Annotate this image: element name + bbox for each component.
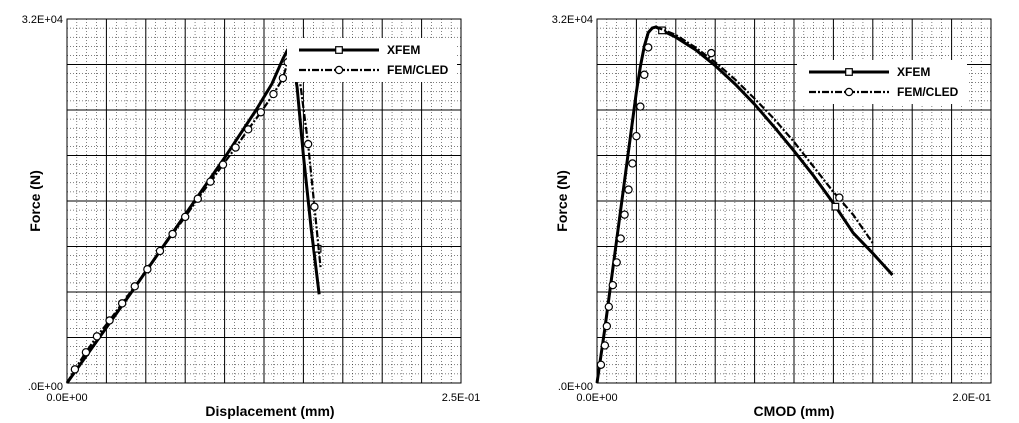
legend-box	[797, 60, 967, 104]
legend-label: FEM/CLED	[897, 85, 959, 99]
legend-box	[287, 38, 457, 82]
data-point-circle	[143, 265, 152, 274]
data-point-circle	[640, 70, 649, 79]
data-point-circle	[620, 210, 629, 219]
y-tick-label-max: 3.2E+04	[22, 14, 63, 26]
data-point-circle	[256, 108, 266, 117]
legend: XFEM FEM/CLED	[797, 60, 967, 104]
data-point-circle	[612, 258, 621, 267]
legend-label: XFEM	[897, 65, 930, 79]
data-point-circle	[628, 159, 637, 168]
legend-marker-square	[845, 68, 853, 76]
data-point-circle	[193, 194, 203, 203]
chart-cmod: XFEM FEM/CLED 3.2E+04 .0E+00 0.0E+00 2.0E…	[552, 14, 992, 419]
plot-area-border	[596, 18, 992, 384]
plot-area-border	[66, 18, 462, 384]
data-point-circle	[244, 125, 253, 134]
data-point-circle	[92, 332, 102, 341]
y-axis-label: Force (N)	[554, 170, 570, 231]
y-tick-label-min: .0E+00	[28, 381, 63, 393]
data-point-circle	[168, 229, 177, 239]
x-axis-label: Displacement (mm)	[205, 403, 334, 419]
x-tick-label-min: 0.0E+00	[576, 392, 617, 404]
data-point-circle	[624, 185, 633, 194]
data-point-circle	[206, 177, 215, 186]
x-tick-label-max: 2.5E-01	[442, 392, 481, 404]
data-point-circle	[130, 282, 139, 291]
data-point-circle	[604, 302, 614, 311]
data-point-circle	[231, 143, 240, 152]
x-axis-label: CMOD (mm)	[754, 403, 835, 419]
series-line-fem-cled	[595, 25, 874, 384]
data-point-circle	[310, 202, 319, 211]
series-layer	[595, 25, 894, 384]
data-point-circle	[632, 131, 641, 141]
data-point-circle	[278, 73, 288, 83]
data-point-circle	[600, 341, 610, 350]
x-tick-label-max: 2.0E-01	[952, 392, 991, 404]
data-point-circle	[608, 280, 617, 290]
data-point-circle	[644, 43, 653, 52]
data-point-circle	[117, 299, 127, 308]
legend-marker-circle	[334, 65, 344, 75]
chart-displacement: XFEM FEM/CLED 3.2E+04 .0E+00 0.0E+00 2.5E…	[22, 14, 481, 419]
legend-label: XFEM	[387, 43, 420, 57]
data-point-circle	[602, 321, 612, 331]
data-point-circle	[616, 234, 625, 243]
legend-marker-circle	[844, 87, 854, 97]
data-point-circle	[269, 89, 278, 99]
data-point-circle	[596, 360, 606, 369]
data-point-circle	[81, 348, 91, 357]
y-tick-label-min: .0E+00	[558, 381, 593, 393]
data-point-circle	[180, 212, 190, 222]
data-point-circle	[105, 316, 114, 325]
data-point-circle	[70, 365, 80, 374]
y-tick-label-max: 3.2E+04	[552, 14, 593, 26]
legend: XFEM FEM/CLED	[287, 38, 457, 82]
data-point-circle	[218, 160, 228, 169]
data-point-circle	[303, 139, 313, 149]
legend-label: FEM/CLED	[387, 63, 449, 77]
data-point-circle	[707, 48, 716, 58]
data-point-circle	[636, 102, 645, 111]
y-axis-label: Force (N)	[27, 170, 43, 231]
data-point-circle	[155, 246, 165, 256]
data-point-square	[831, 202, 840, 211]
legend-marker-square	[335, 46, 343, 54]
data-point-circle	[835, 193, 844, 202]
x-tick-label-min: 0.0E+00	[46, 392, 87, 404]
